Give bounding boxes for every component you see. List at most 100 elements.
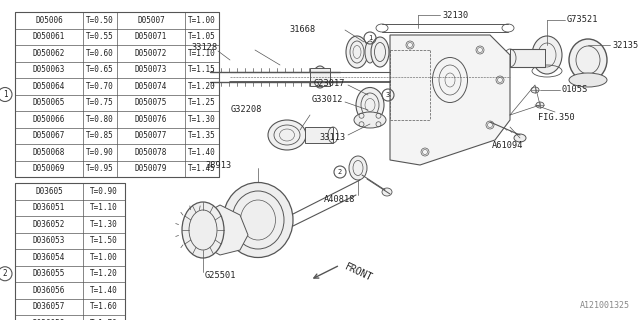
Bar xyxy=(305,127,333,143)
Text: T=1.20: T=1.20 xyxy=(188,82,216,91)
Text: D050068: D050068 xyxy=(33,148,65,157)
Text: D050078: D050078 xyxy=(135,148,167,157)
Text: 32135: 32135 xyxy=(612,41,638,50)
Ellipse shape xyxy=(532,36,562,74)
Text: 2: 2 xyxy=(338,169,342,175)
Bar xyxy=(510,49,545,67)
Text: T=0.85: T=0.85 xyxy=(86,131,114,140)
Polygon shape xyxy=(195,205,248,255)
Text: T=1.30: T=1.30 xyxy=(90,220,118,229)
Text: D050067: D050067 xyxy=(33,131,65,140)
Text: T=1.30: T=1.30 xyxy=(188,115,216,124)
Ellipse shape xyxy=(531,87,539,93)
Text: T=0.95: T=0.95 xyxy=(86,164,114,173)
Text: FIG.350: FIG.350 xyxy=(538,114,575,123)
Text: A121001325: A121001325 xyxy=(580,301,630,310)
Text: D050061: D050061 xyxy=(33,32,65,41)
Text: 33128: 33128 xyxy=(192,44,218,52)
Text: D050074: D050074 xyxy=(135,82,167,91)
Text: G32208: G32208 xyxy=(230,106,262,115)
Text: G33012: G33012 xyxy=(312,95,343,105)
Text: D050069: D050069 xyxy=(33,164,65,173)
Text: T=1.35: T=1.35 xyxy=(188,131,216,140)
Text: D036057: D036057 xyxy=(33,302,65,311)
Text: D050065: D050065 xyxy=(33,98,65,107)
Text: D05007: D05007 xyxy=(137,16,165,25)
Text: D050077: D050077 xyxy=(135,131,167,140)
Text: T=0.75: T=0.75 xyxy=(86,98,114,107)
Text: D03605: D03605 xyxy=(35,187,63,196)
Bar xyxy=(15,12,219,177)
Text: D036053: D036053 xyxy=(33,236,65,245)
Ellipse shape xyxy=(514,134,526,142)
Text: D050075: D050075 xyxy=(135,98,167,107)
Text: 31668: 31668 xyxy=(290,26,316,35)
Text: T=1.20: T=1.20 xyxy=(90,269,118,278)
Text: 33113: 33113 xyxy=(320,132,346,141)
Text: D050071: D050071 xyxy=(135,32,167,41)
Text: D050062: D050062 xyxy=(33,49,65,58)
Text: T=1.00: T=1.00 xyxy=(90,253,118,262)
Text: 1: 1 xyxy=(368,35,372,41)
Text: 3: 3 xyxy=(386,92,390,98)
Ellipse shape xyxy=(268,120,306,150)
Text: D036058: D036058 xyxy=(33,319,65,320)
Text: T=1.15: T=1.15 xyxy=(188,65,216,74)
Text: D050064: D050064 xyxy=(33,82,65,91)
Text: T=1.40: T=1.40 xyxy=(90,286,118,295)
Text: G73521: G73521 xyxy=(567,15,598,25)
Text: D050063: D050063 xyxy=(33,65,65,74)
Text: D05006: D05006 xyxy=(35,16,63,25)
Ellipse shape xyxy=(349,156,367,180)
Text: T=0.50: T=0.50 xyxy=(86,16,114,25)
Text: D036055: D036055 xyxy=(33,269,65,278)
Text: T=0.65: T=0.65 xyxy=(86,65,114,74)
Text: T=1.00: T=1.00 xyxy=(188,16,216,25)
Ellipse shape xyxy=(356,87,384,123)
Ellipse shape xyxy=(346,36,368,68)
Text: FRONT: FRONT xyxy=(343,261,374,283)
Text: T=1.10: T=1.10 xyxy=(90,203,118,212)
Text: D050079: D050079 xyxy=(135,164,167,173)
Text: T=0.70: T=0.70 xyxy=(86,82,114,91)
Text: D050066: D050066 xyxy=(33,115,65,124)
Ellipse shape xyxy=(536,102,544,108)
Ellipse shape xyxy=(382,188,392,196)
Text: T=1.40: T=1.40 xyxy=(188,148,216,157)
Text: 0105S: 0105S xyxy=(562,85,588,94)
Text: T=0.80: T=0.80 xyxy=(86,115,114,124)
Text: T=0.90: T=0.90 xyxy=(90,187,118,196)
Bar xyxy=(15,183,125,320)
Text: T=1.70: T=1.70 xyxy=(90,319,118,320)
Text: T=1.45: T=1.45 xyxy=(188,164,216,173)
Text: 38913: 38913 xyxy=(205,161,232,170)
Text: T=1.50: T=1.50 xyxy=(90,236,118,245)
Ellipse shape xyxy=(223,182,293,258)
Ellipse shape xyxy=(182,202,224,258)
Text: D050076: D050076 xyxy=(135,115,167,124)
Polygon shape xyxy=(390,35,510,165)
Text: T=1.60: T=1.60 xyxy=(90,302,118,311)
Ellipse shape xyxy=(569,39,607,81)
Ellipse shape xyxy=(569,73,607,87)
Ellipse shape xyxy=(371,37,389,67)
Text: T=0.55: T=0.55 xyxy=(86,32,114,41)
Text: A61094: A61094 xyxy=(492,140,524,149)
Text: D036051: D036051 xyxy=(33,203,65,212)
Text: T=0.60: T=0.60 xyxy=(86,49,114,58)
Text: G23017: G23017 xyxy=(314,78,345,87)
Text: 2: 2 xyxy=(3,269,7,278)
Text: 32130: 32130 xyxy=(442,11,468,20)
Text: D036056: D036056 xyxy=(33,286,65,295)
Ellipse shape xyxy=(354,112,386,128)
Text: D036054: D036054 xyxy=(33,253,65,262)
Ellipse shape xyxy=(365,41,375,63)
Text: 1: 1 xyxy=(3,90,7,99)
Text: G25501: G25501 xyxy=(205,271,237,281)
Text: D050073: D050073 xyxy=(135,65,167,74)
Bar xyxy=(310,68,330,86)
Text: T=1.10: T=1.10 xyxy=(188,49,216,58)
Text: T=1.05: T=1.05 xyxy=(188,32,216,41)
Text: D036052: D036052 xyxy=(33,220,65,229)
Text: T=0.90: T=0.90 xyxy=(86,148,114,157)
